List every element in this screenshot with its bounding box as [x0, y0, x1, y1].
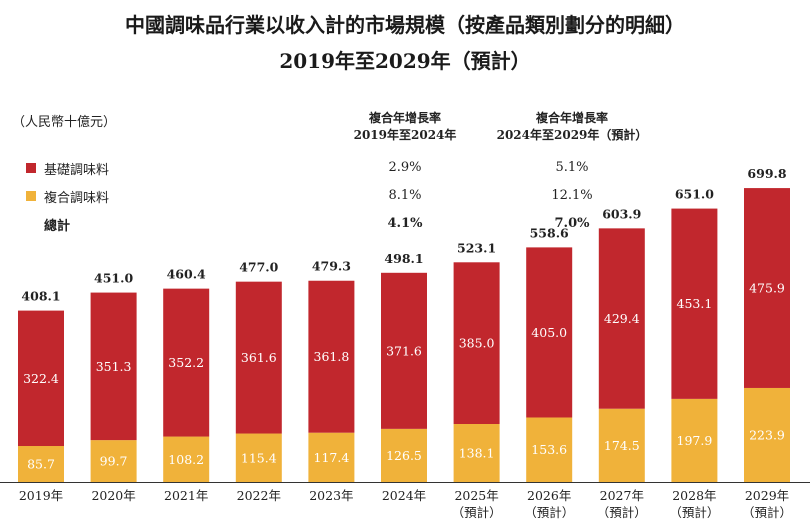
bar-compound-5 — [381, 428, 427, 482]
data-label-basic-8: 429.4 — [604, 311, 640, 326]
legend-item-total: 總計 — [26, 215, 71, 234]
data-label-compound-4: 117.4 — [314, 450, 350, 465]
data-label-total-8: 603.9 — [602, 206, 641, 221]
data-label-basic-2: 352.2 — [168, 355, 204, 370]
data-label-basic-7: 405.0 — [531, 325, 567, 340]
bar-basic-10 — [744, 188, 790, 388]
cagr-basic-2: 5.1% — [555, 160, 589, 175]
bar-compound-9 — [671, 398, 718, 482]
bar-compound-8 — [598, 408, 645, 482]
data-label-total-1: 451.0 — [94, 271, 133, 286]
data-label-compound-3: 115.4 — [241, 450, 277, 465]
data-label-compound-0: 85.7 — [27, 457, 55, 472]
bar-basic-8 — [598, 228, 645, 409]
data-label-total-6: 523.1 — [457, 240, 496, 255]
legend-label-basic: 基礎調味料 — [44, 162, 110, 178]
bar-basic-3 — [235, 281, 282, 434]
data-label-compound-8: 174.5 — [604, 438, 640, 453]
bar-basic-1 — [90, 292, 137, 441]
data-label-compound-5: 126.5 — [386, 448, 422, 463]
data-label-compound-2: 108.2 — [168, 452, 204, 467]
bar-compound-10 — [744, 387, 790, 482]
x-tick-label-8-note: （預計） — [597, 505, 647, 520]
cagr-total-2: 7.0% — [554, 216, 590, 231]
bar-basic-9 — [671, 208, 718, 399]
unit-label: （人民幣十億元） — [12, 115, 117, 130]
data-label-basic-1: 351.3 — [96, 359, 132, 374]
cagr-header-2-line2: 2024年至2029年（預計） — [496, 128, 648, 142]
x-tick-label-3: 2022年 — [237, 488, 281, 503]
bar-compound-7 — [526, 417, 573, 482]
cagr-compound-2: 12.1% — [551, 188, 593, 203]
cagr-header-1-line2: 2019年至2024年 — [353, 128, 457, 142]
data-label-total-9: 651.0 — [675, 187, 714, 202]
bar-compound-4 — [308, 432, 355, 482]
data-label-basic-3: 361.6 — [241, 350, 277, 365]
bar-compound-1 — [90, 440, 137, 482]
cagr-header-2: 複合年增長率 2024年至2029年（預計） — [482, 110, 662, 144]
x-tick-label-10-note: （預計） — [742, 505, 792, 520]
data-label-basic-4: 361.8 — [314, 349, 350, 364]
bar-basic-2 — [163, 288, 210, 437]
data-label-total-10: 699.8 — [747, 166, 786, 181]
legend-swatch-compound — [26, 191, 36, 201]
x-tick-label-9: 2028年 — [672, 488, 716, 503]
data-label-basic-10: 475.9 — [749, 281, 785, 296]
cagr-basic-1: 2.9% — [388, 160, 422, 175]
bar-compound-3 — [235, 433, 282, 482]
x-tick-label-4: 2023年 — [309, 488, 353, 503]
x-tick-label-7: 2026年 — [527, 488, 571, 503]
data-label-total-3: 477.0 — [239, 260, 278, 275]
legend-item-basic: 基礎調味料 — [26, 159, 110, 178]
bar-compound-6 — [453, 423, 500, 482]
x-tick-label-10: 2029年 — [745, 488, 789, 503]
data-label-basic-6: 385.0 — [459, 336, 495, 351]
cagr-total-1: 4.1% — [387, 216, 423, 231]
legend-label-compound: 複合調味料 — [44, 190, 110, 206]
bar-basic-4 — [308, 280, 355, 433]
chart-title: 中國調味品行業以收入計的市場規模（按產品類別劃分的明細） — [125, 13, 685, 37]
bar-basic-5 — [381, 272, 427, 429]
cagr-header-1-line1: 複合年增長率 — [368, 111, 441, 125]
data-label-total-5: 498.1 — [384, 251, 423, 266]
data-label-total-2: 460.4 — [167, 267, 206, 282]
x-tick-label-2: 2021年 — [164, 488, 208, 503]
x-tick-label-5: 2024年 — [382, 488, 426, 503]
data-label-compound-9: 197.9 — [677, 433, 713, 448]
data-label-total-7: 558.6 — [530, 225, 569, 240]
data-label-total-0: 408.1 — [21, 289, 60, 304]
legend-label-total: 總計 — [44, 218, 71, 234]
data-label-basic-0: 322.4 — [23, 371, 59, 386]
data-label-compound-1: 99.7 — [100, 454, 128, 469]
cagr-header-1: 複合年增長率 2019年至2024年 — [330, 110, 480, 144]
data-label-basic-5: 371.6 — [386, 343, 422, 358]
legend-swatch-basic — [26, 163, 36, 173]
x-tick-label-6-note: （預計） — [452, 505, 502, 520]
cagr-header-2-line1: 複合年增長率 — [535, 111, 608, 125]
data-label-compound-7: 153.6 — [531, 442, 567, 457]
x-tick-label-0: 2019年 — [19, 488, 63, 503]
bar-compound-2 — [163, 436, 210, 482]
data-label-basic-9: 453.1 — [677, 296, 713, 311]
data-label-total-4: 479.3 — [312, 259, 351, 274]
x-tick-label-6: 2025年 — [454, 488, 498, 503]
x-tick-label-1: 2020年 — [91, 488, 135, 503]
bar-basic-6 — [453, 262, 500, 424]
data-label-compound-6: 138.1 — [459, 445, 495, 460]
bar-basic-0 — [18, 310, 64, 447]
chart-subtitle: 2019年至2029年（預計） — [279, 49, 531, 73]
bar-compound-0 — [18, 446, 64, 482]
data-label-compound-10: 223.9 — [749, 427, 785, 442]
bar-basic-7 — [526, 247, 573, 418]
x-tick-label-9-note: （預計） — [669, 505, 719, 520]
x-tick-label-7-note: （預計） — [524, 505, 574, 520]
legend-item-compound: 複合調味料 — [26, 187, 110, 206]
x-tick-label-8: 2027年 — [600, 488, 644, 503]
cagr-compound-1: 8.1% — [388, 188, 422, 203]
